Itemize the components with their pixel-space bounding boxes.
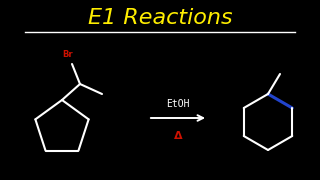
Text: Br: Br: [63, 50, 73, 59]
Text: Δ: Δ: [174, 131, 182, 141]
Text: EtOH: EtOH: [166, 99, 190, 109]
Text: E1 Reactions: E1 Reactions: [88, 8, 232, 28]
